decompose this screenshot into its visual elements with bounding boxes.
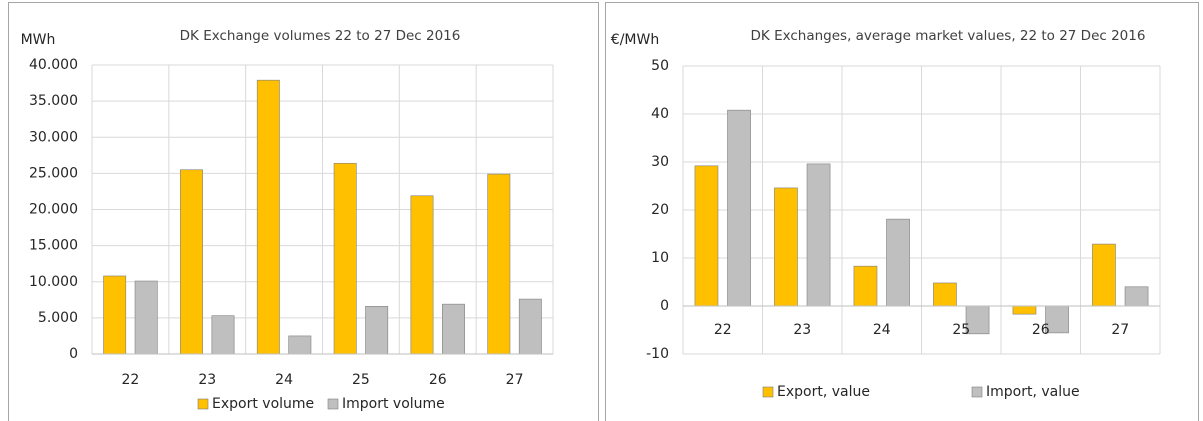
bar — [442, 303, 465, 355]
bar — [256, 79, 280, 355]
x-tick-label: 27 — [1111, 322, 1129, 338]
x-tick-label: 24 — [275, 372, 293, 388]
bar — [853, 265, 878, 307]
y-tick-label: -10 — [646, 346, 669, 362]
bar — [727, 109, 751, 307]
x-tick-label: 23 — [793, 322, 811, 338]
bar — [1092, 243, 1116, 307]
y-tick-label: 30.000 — [29, 129, 78, 145]
x-tick-label: 22 — [714, 322, 732, 338]
bar — [1124, 286, 1149, 307]
y-tick-label: 10.000 — [29, 274, 78, 290]
y-tick-label: 25.000 — [29, 165, 78, 181]
y-axis-label: MWh — [21, 32, 56, 48]
y-tick-label: 0 — [660, 298, 669, 314]
x-tick-label: 24 — [873, 322, 891, 338]
y-tick-label: 5.000 — [38, 310, 78, 326]
bar — [774, 187, 798, 307]
x-tick-label: 23 — [198, 372, 216, 388]
bar — [1012, 305, 1037, 315]
y-tick-label: 30 — [651, 154, 669, 170]
legend-swatch — [327, 398, 339, 410]
bar — [103, 275, 127, 355]
bar — [333, 162, 357, 355]
bar — [806, 163, 831, 307]
bar — [211, 315, 235, 355]
chart-title: DK Exchanges, average market values, 22 … — [751, 28, 1146, 44]
chart-frame — [8, 2, 599, 421]
chart-title: DK Exchange volumes 22 to 27 Dec 2016 — [180, 28, 461, 44]
bar — [134, 280, 158, 355]
bar — [180, 169, 203, 355]
legend-swatch — [971, 386, 983, 398]
x-tick-label: 22 — [122, 372, 140, 388]
y-tick-label: 40.000 — [29, 57, 78, 73]
bar — [487, 173, 511, 355]
x-tick-label: 25 — [952, 322, 970, 338]
y-axis-label: €/MWh — [611, 32, 659, 48]
bar — [365, 306, 389, 355]
y-tick-label: 35.000 — [29, 93, 78, 109]
legend-label: Export volume — [212, 396, 314, 412]
legend-label: Import, value — [986, 384, 1080, 400]
chart-frame — [605, 2, 1199, 421]
y-tick-label: 20 — [651, 202, 669, 218]
y-tick-label: 15.000 — [29, 238, 78, 254]
legend-label: Import volume — [342, 396, 445, 412]
bar — [886, 218, 910, 307]
x-tick-label: 25 — [352, 372, 370, 388]
x-tick-label: 27 — [506, 372, 524, 388]
bar — [410, 195, 434, 355]
bar — [288, 335, 312, 355]
x-tick-label: 26 — [429, 372, 447, 388]
y-tick-label: 50 — [651, 58, 669, 74]
bar — [694, 165, 719, 307]
legend-label: Export, value — [777, 384, 870, 400]
y-tick-label: 10 — [651, 250, 669, 266]
bar — [518, 298, 542, 355]
bar — [933, 282, 957, 307]
x-tick-label: 26 — [1032, 322, 1050, 338]
legend-swatch — [762, 386, 774, 398]
y-tick-label: 20.000 — [29, 202, 78, 218]
y-tick-label: 0 — [69, 346, 78, 362]
legend-swatch — [197, 398, 209, 410]
y-tick-label: 40 — [651, 106, 669, 122]
